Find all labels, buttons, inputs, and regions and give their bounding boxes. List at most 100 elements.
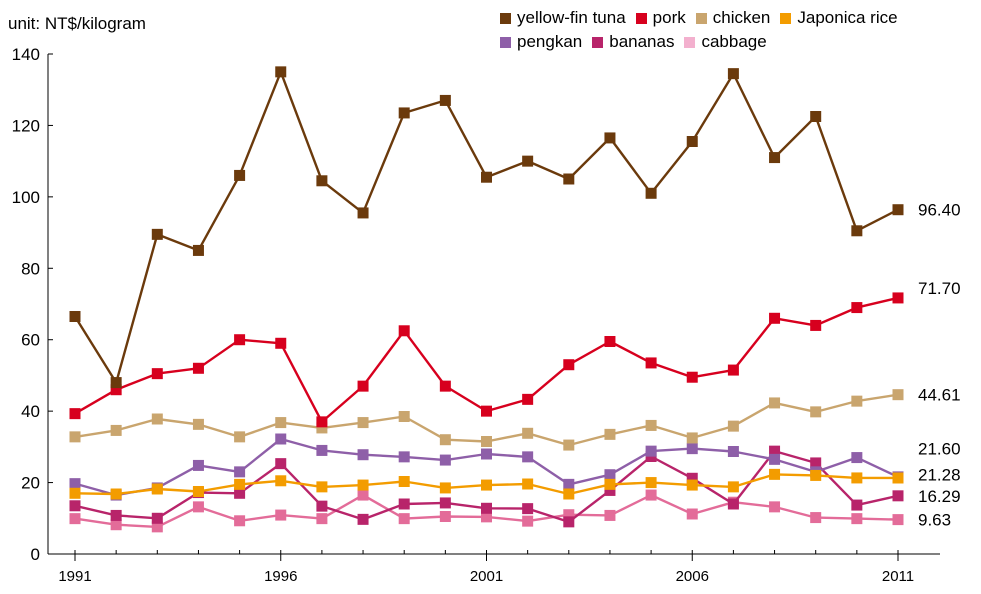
data-point-yellow-fin-tuna xyxy=(892,204,904,216)
data-point-pork xyxy=(316,416,328,428)
data-point-pork xyxy=(727,364,739,376)
data-point-japonica-rice xyxy=(439,482,451,494)
legend-row-1: yellow-fin tuna pork chicken Japonica ri… xyxy=(500,6,980,30)
data-point-japonica-rice xyxy=(769,468,781,480)
data-point-pengkan xyxy=(439,454,451,466)
data-point-pengkan xyxy=(275,433,287,445)
data-point-bananas xyxy=(810,457,822,469)
data-point-chicken xyxy=(398,411,410,422)
data-point-yellow-fin-tuna xyxy=(357,207,369,219)
data-point-yellow-fin-tuna xyxy=(727,68,739,80)
data-point-chicken xyxy=(645,419,657,431)
data-point-pengkan xyxy=(69,478,81,490)
data-point-yellow-fin-tuna xyxy=(69,311,81,322)
data-point-cabbage xyxy=(522,515,534,527)
data-point-pengkan xyxy=(563,478,575,490)
data-point-chicken xyxy=(151,413,163,425)
data-point-bananas xyxy=(234,487,246,499)
data-point-yellow-fin-tuna xyxy=(604,132,616,144)
legend-label: yellow-fin tuna xyxy=(517,8,626,27)
data-point-cabbage xyxy=(69,513,81,525)
legend-label: cabbage xyxy=(701,32,767,51)
legend-swatch xyxy=(695,12,707,24)
data-point-japonica-rice xyxy=(275,475,287,487)
data-point-japonica-rice xyxy=(727,481,739,493)
data-point-pork xyxy=(151,368,163,380)
data-point-japonica-rice xyxy=(563,488,575,500)
data-point-japonica-rice xyxy=(686,479,698,491)
data-point-pork xyxy=(645,357,657,369)
data-point-pork xyxy=(522,393,534,405)
data-point-chicken xyxy=(686,432,698,444)
data-point-japonica-rice xyxy=(357,479,369,491)
data-point-cabbage xyxy=(892,514,904,526)
data-point-japonica-rice xyxy=(398,476,410,487)
series-layer xyxy=(69,66,904,533)
data-point-bananas xyxy=(151,512,163,524)
data-point-bananas xyxy=(769,445,781,457)
data-point-pork xyxy=(481,405,492,417)
data-point-cabbage xyxy=(563,509,575,521)
data-point-bananas xyxy=(851,499,863,511)
data-point-japonica-rice xyxy=(481,479,492,491)
legend-item-pork: pork xyxy=(635,8,686,28)
y-tick-label: 120 xyxy=(12,116,40,135)
data-point-chicken xyxy=(69,431,81,443)
data-point-yellow-fin-tuna xyxy=(398,107,410,119)
data-point-chicken xyxy=(604,428,616,440)
data-point-bananas xyxy=(357,513,369,525)
data-point-pork xyxy=(810,319,822,331)
data-point-chicken xyxy=(727,420,739,432)
data-point-yellow-fin-tuna xyxy=(769,152,781,164)
legend-swatch xyxy=(635,12,647,24)
end-value-label: 44.61 xyxy=(918,386,961,405)
data-point-yellow-fin-tuna xyxy=(439,94,451,106)
data-point-pengkan xyxy=(604,469,616,481)
series-japonica-rice xyxy=(69,468,904,500)
data-point-bananas xyxy=(398,498,410,510)
data-point-pengkan xyxy=(234,466,246,478)
series-yellow-fin-tuna xyxy=(69,66,904,389)
data-point-chicken xyxy=(357,417,369,429)
data-point-chicken xyxy=(851,395,863,407)
data-point-japonica-rice xyxy=(110,488,122,500)
data-point-chicken xyxy=(563,439,575,451)
data-point-chicken xyxy=(275,417,287,429)
legend-item-japonica-rice: Japonica rice xyxy=(780,8,898,28)
legend-item-bananas: bananas xyxy=(592,32,674,52)
x-tick-label: 1996 xyxy=(264,568,297,585)
y-tick-label: 0 xyxy=(31,545,40,564)
data-point-yellow-fin-tuna xyxy=(151,228,163,240)
data-point-pork xyxy=(110,384,122,396)
data-point-japonica-rice xyxy=(151,483,163,495)
legend-row-2: pengkan bananas cabbage xyxy=(500,30,980,54)
data-point-pengkan xyxy=(357,449,369,461)
data-point-pengkan xyxy=(522,451,534,463)
data-point-cabbage xyxy=(810,512,822,524)
data-point-bananas xyxy=(481,502,492,514)
data-point-bananas xyxy=(563,516,575,528)
data-point-pengkan xyxy=(192,459,204,471)
y-tick-label: 140 xyxy=(12,45,40,64)
data-point-chicken xyxy=(439,434,451,446)
data-point-bananas xyxy=(69,500,81,512)
data-point-chicken xyxy=(810,406,822,418)
data-point-pengkan xyxy=(645,445,657,457)
y-tick-label: 80 xyxy=(21,259,40,278)
data-point-yellow-fin-tuna xyxy=(522,155,534,167)
y-tick-label: 60 xyxy=(21,331,40,350)
data-point-pengkan xyxy=(769,453,781,465)
data-point-bananas xyxy=(604,484,616,496)
end-value-label: 21.60 xyxy=(918,440,961,459)
data-point-bananas xyxy=(275,458,287,470)
legend-item-cabbage: cabbage xyxy=(684,32,767,52)
axes: 0 20 40 60 80 100 120 140 1991 1996 2001 2006 2011 xyxy=(12,45,940,585)
data-point-cabbage xyxy=(769,501,781,513)
y-tick-label: 20 xyxy=(21,474,40,493)
data-point-yellow-fin-tuna xyxy=(686,136,698,147)
legend-label: chicken xyxy=(712,8,771,27)
data-point-bananas xyxy=(727,498,739,510)
legend-item-chicken: chicken xyxy=(695,8,771,28)
series-chicken xyxy=(69,389,904,451)
data-point-japonica-rice xyxy=(316,481,328,493)
